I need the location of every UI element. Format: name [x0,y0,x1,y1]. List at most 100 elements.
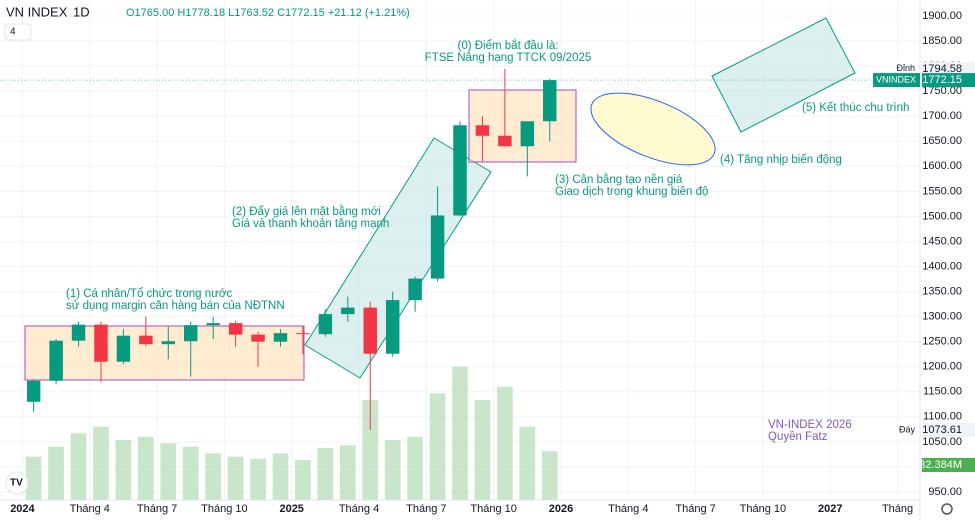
y-tick-label: 1450.00 [922,235,962,247]
price-label-name: VNINDEX [876,74,916,84]
volume-bar [362,400,379,500]
volume-bar [227,456,244,500]
y-tick-label: 1300.00 [922,311,962,323]
y-tick-label: 1850.00 [922,35,962,47]
y-tick-label: 950.00 [928,486,962,498]
price-label-box [922,423,975,438]
annotation: FTSE Nâng hạng TTCK 09/2025 [425,52,592,64]
volume-bar [474,400,491,500]
annotation: (5) Kết thúc chu trình [802,102,909,114]
y-tick-label: 1200.00 [922,361,962,373]
x-tick-label: Tháng 10 [740,503,786,515]
candle-body [251,334,265,342]
volume [25,366,558,500]
candle-body [520,121,535,147]
volume-bar [160,443,177,500]
candle-body [408,278,422,301]
candle-body [228,323,243,335]
x-tick-label: 2024 [10,503,35,515]
volume-bar [295,460,311,500]
candle-body [71,324,86,341]
volume-label-box [922,458,975,472]
candle-body [94,324,108,362]
volume-label: 732.384M [913,459,962,471]
ohlc: O1765.00 H1778.18 L1763.52 C1772.15 +21.… [126,7,410,19]
annotation: Giá và thanh khoản tăng mạnh [232,218,389,230]
y-tick-label: 1350.00 [922,285,962,297]
price-label-value: 1073.61 [922,424,962,436]
volume-bar [339,445,356,500]
annotation: (2) Đẩy giá lên mặt bằng mới [232,205,381,218]
price-label-box [922,61,975,76]
settings[interactable] [941,503,953,515]
candle-body [543,80,557,122]
x-tick-label: Tháng 4 [608,503,648,515]
zone-1 [24,325,305,381]
volume-bar [205,453,222,500]
candle-body [498,135,512,147]
zone-4 [590,92,716,166]
y-tick-label: 1050.00 [922,436,962,448]
candle-body [475,125,490,136]
x-tick-label: 2026 [549,503,573,515]
price-label-name: Đỉnh [896,63,915,73]
candle-body [49,340,63,381]
volume-bar [25,456,42,500]
volume-bar [48,446,64,500]
x-tick-label: Tháng 7 [675,503,715,515]
y-tick-label: 1250.00 [922,336,962,348]
credit: Quyền Fatz [768,431,828,443]
candle-body [453,125,467,216]
volume-bar [541,451,558,500]
annotation: (0) Điểm bắt đầu là: [458,39,559,52]
volume-bar [272,453,289,500]
y-tick-label: 1700.00 [922,110,962,122]
candle-body [184,325,198,342]
annotation: (3) Cân bằng tạo nền giá [555,173,683,186]
x-tick-label: Tháng 10 [470,503,516,515]
annotation: sử dụng margin căn hàng bán của NĐTNN [66,300,285,312]
price-label-value: 1772.15 [922,74,962,86]
svg-text:TV: TV [10,478,23,489]
annotation: (4) Tăng nhịp biến động [720,154,842,166]
volume-bar [70,433,87,500]
y-tick-label: 1900.00 [922,10,962,22]
x-tick-label: Tháng 10 [201,503,247,515]
x-tick-label: 2025 [279,503,303,515]
candle-body [139,335,153,345]
candle-body [26,380,41,402]
x-tick-label: Tháng 4 [70,503,110,515]
volume-bar [497,386,513,500]
volume-bar [182,446,199,500]
volume-bar [519,426,536,500]
zone-2 [304,137,492,379]
volume-bar [138,436,154,500]
price-label-name: Đáy [899,424,916,434]
candle-body [273,333,288,342]
zone-5 [711,17,856,133]
volume-bar [429,393,446,500]
volume-bar [115,440,132,500]
candle-body [206,323,220,326]
candle-body [341,307,355,315]
indicator-toggle[interactable] [4,23,32,41]
x-tick-label: Tháng 7 [137,503,177,515]
y-tick-label: 1500.00 [922,210,962,222]
volume-bar [250,458,266,500]
x-tick-label: Tháng [882,503,913,515]
indicator-count[interactable]: 4 [10,27,16,38]
candle-body [430,215,445,279]
y-tick-label: 1650.00 [922,135,962,147]
candle-body [363,307,377,354]
price-label-box [922,73,975,88]
candles [0,68,920,431]
candle-body [161,341,176,345]
volume-bar [93,426,109,500]
x-tick-label: 2027 [818,503,842,515]
price-label-tag [873,73,920,88]
tv-logo: TV [5,471,29,495]
y-tick-label: 1600.00 [922,160,962,172]
x-tick-label: Tháng 4 [339,503,379,515]
